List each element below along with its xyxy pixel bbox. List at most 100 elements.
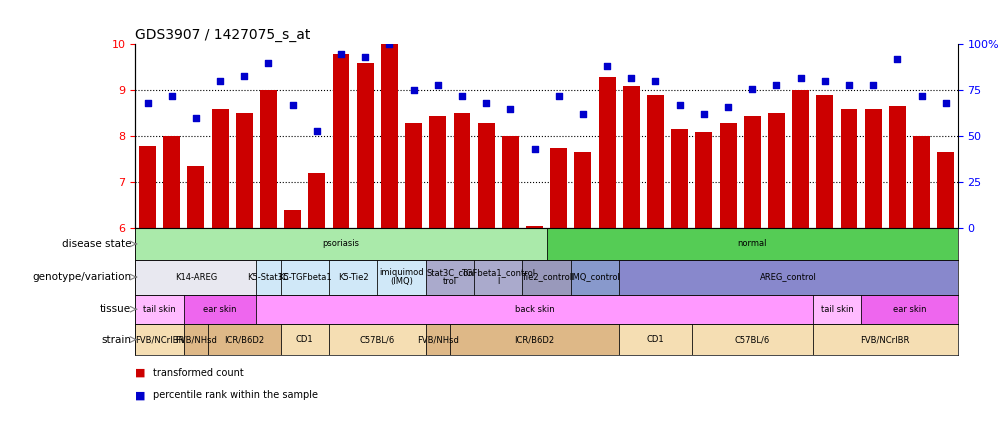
Point [381, 41, 397, 48]
Point [187, 115, 203, 122]
Text: ■: ■ [135, 368, 145, 378]
Point [889, 56, 905, 63]
Bar [618, 324, 691, 355]
Text: CD1: CD1 [646, 335, 663, 344]
Text: ICR/B6D2: ICR/B6D2 [514, 335, 554, 344]
Bar [257, 294, 812, 324]
Bar [377, 260, 425, 294]
Bar [135, 324, 183, 355]
Bar [840, 109, 857, 228]
Text: strain: strain [101, 335, 131, 345]
Bar [864, 109, 881, 228]
Text: ear skin: ear skin [892, 305, 925, 314]
Bar [281, 260, 329, 294]
Bar [861, 294, 957, 324]
Point [598, 63, 614, 70]
Bar [281, 324, 329, 355]
Bar [207, 324, 281, 355]
Bar [888, 107, 905, 228]
Text: disease state: disease state [62, 239, 131, 249]
Bar [522, 260, 570, 294]
Point [139, 100, 155, 107]
Text: C57BL/6: C57BL/6 [360, 335, 395, 344]
Text: imiquimod
(IMQ): imiquimod (IMQ) [379, 268, 424, 285]
Bar [211, 109, 228, 228]
Bar [768, 113, 785, 228]
Point [454, 92, 470, 99]
Point [236, 72, 253, 79]
Bar [812, 294, 861, 324]
Bar [550, 148, 567, 228]
Point [816, 78, 832, 85]
Bar [450, 324, 618, 355]
Bar [812, 324, 957, 355]
Bar [694, 132, 711, 228]
Point [719, 103, 735, 111]
Point [429, 81, 445, 88]
Text: ear skin: ear skin [203, 305, 236, 314]
Text: Tie2_control: Tie2_control [521, 273, 571, 281]
Bar [329, 324, 425, 355]
Bar [135, 228, 546, 260]
Point [671, 102, 687, 109]
Point [840, 81, 856, 88]
Point [502, 105, 518, 112]
Point [309, 127, 325, 135]
Point [792, 74, 808, 81]
Bar [235, 113, 253, 228]
Bar [501, 136, 518, 228]
Bar [187, 166, 204, 228]
Text: K5-Tie2: K5-Tie2 [338, 273, 368, 281]
Bar [936, 152, 953, 228]
Bar [526, 226, 542, 228]
Text: tail skin: tail skin [143, 305, 175, 314]
Bar [333, 54, 349, 228]
Point [357, 54, 373, 61]
Bar [618, 260, 957, 294]
Point [261, 59, 277, 66]
Text: IMQ_control: IMQ_control [569, 273, 619, 281]
Bar [792, 91, 809, 228]
Bar [474, 260, 522, 294]
Text: AREG_control: AREG_control [760, 273, 817, 281]
Point [526, 146, 542, 153]
Bar [163, 136, 180, 228]
Text: transformed count: transformed count [153, 368, 243, 378]
Bar [329, 260, 377, 294]
Text: ICR/B6D2: ICR/B6D2 [224, 335, 265, 344]
Bar [691, 324, 812, 355]
Point [285, 102, 301, 109]
Point [937, 100, 953, 107]
Point [695, 111, 711, 118]
Point [743, 85, 760, 92]
Text: back skin: back skin [514, 305, 554, 314]
Text: GDS3907 / 1427075_s_at: GDS3907 / 1427075_s_at [135, 28, 311, 42]
Bar [718, 123, 735, 228]
Text: genotype/variation: genotype/variation [32, 272, 131, 282]
Bar [257, 260, 281, 294]
Bar [183, 294, 257, 324]
Bar [135, 260, 257, 294]
Bar [135, 294, 183, 324]
Text: K5-TGFbeta1: K5-TGFbeta1 [278, 273, 332, 281]
Text: FVB/NCrIBR: FVB/NCrIBR [135, 335, 184, 344]
Bar [429, 116, 446, 228]
Point [913, 92, 929, 99]
Text: FVB/NCrIBR: FVB/NCrIBR [860, 335, 909, 344]
Text: C57BL/6: C57BL/6 [733, 335, 770, 344]
Text: tail skin: tail skin [820, 305, 853, 314]
Text: K5-Stat3C: K5-Stat3C [247, 273, 290, 281]
Text: TGFbeta1_control
l: TGFbeta1_control l [461, 268, 535, 285]
Text: psoriasis: psoriasis [323, 239, 359, 249]
Bar [816, 95, 833, 228]
Bar [405, 123, 422, 228]
Text: percentile rank within the sample: percentile rank within the sample [153, 390, 319, 400]
Point [768, 81, 784, 88]
Bar [284, 210, 301, 228]
Text: FVB/NHsd: FVB/NHsd [417, 335, 458, 344]
Point [647, 78, 663, 85]
Text: Stat3C_con
trol: Stat3C_con trol [426, 268, 473, 285]
Text: normal: normal [736, 239, 767, 249]
Bar [574, 152, 591, 228]
Point [211, 78, 227, 85]
